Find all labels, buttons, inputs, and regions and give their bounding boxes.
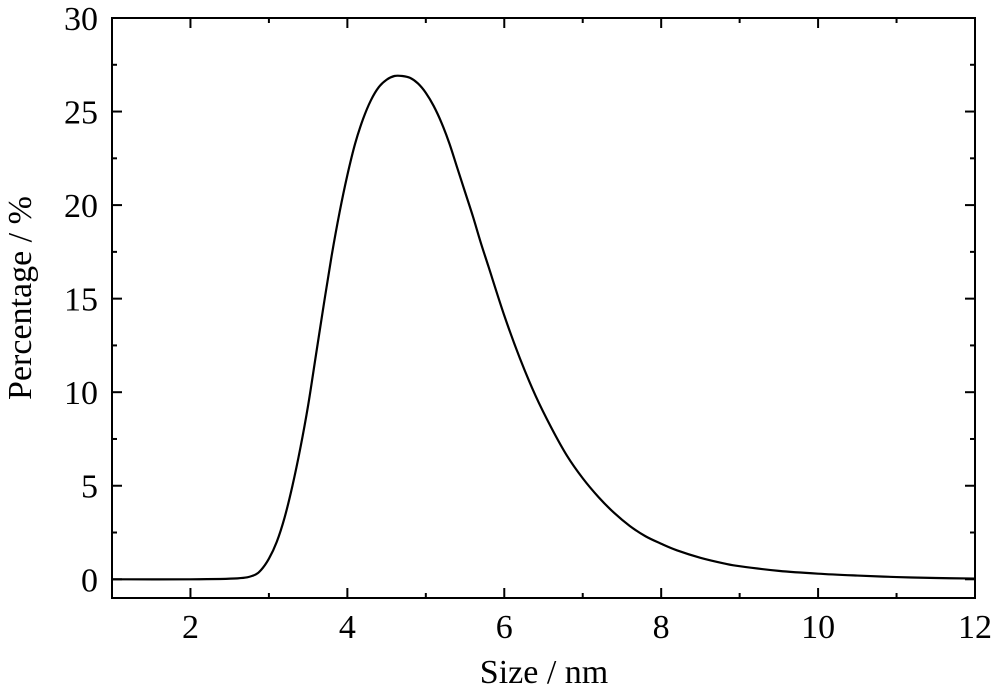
distribution-curve (111, 74, 976, 581)
x-tick-label: 2 (182, 609, 199, 646)
y-tick-label: 25 (64, 95, 98, 132)
y-tick-label: 30 (64, 1, 98, 38)
x-tick-label: 8 (653, 609, 670, 646)
y-tick-label: 0 (81, 562, 98, 599)
plot-layer: 2 4 6 8 10 12 0 5 10 15 20 25 30 (64, 1, 992, 646)
y-tick-label: 10 (64, 375, 98, 412)
plot-frame (111, 17, 976, 599)
y-tick-label: 5 (81, 469, 98, 506)
x-tick-label: 6 (496, 609, 513, 646)
y-tick-label: 15 (64, 282, 98, 319)
x-tick-label: 12 (958, 609, 992, 646)
y-tick-label: 20 (64, 188, 98, 225)
x-axis-title: Size / nm (480, 654, 608, 690)
y-axis-title: Percentage / % (2, 196, 39, 400)
x-tick-label: 10 (801, 609, 835, 646)
x-tick-label: 4 (339, 609, 356, 646)
